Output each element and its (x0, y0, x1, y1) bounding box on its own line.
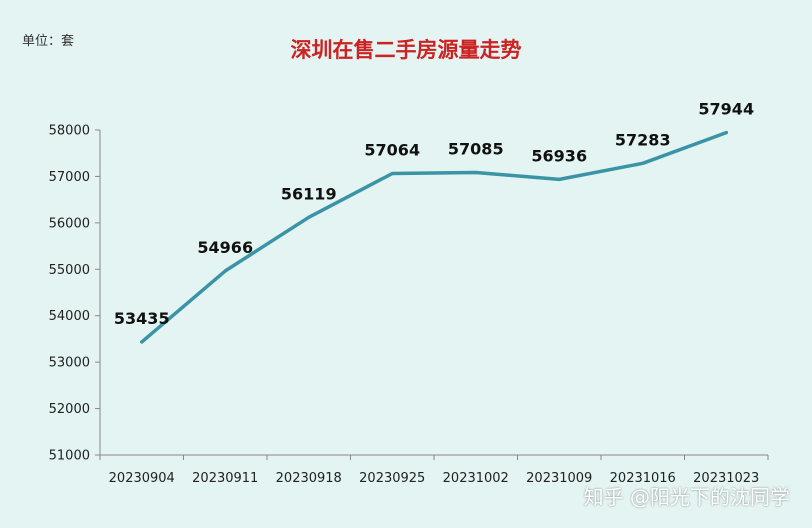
data-point (223, 269, 227, 273)
x-tick-label: 20231016 (610, 471, 676, 486)
data-label: 53435 (114, 309, 170, 328)
x-tick-label: 20230911 (192, 471, 258, 486)
x-tick-label: 20230918 (276, 471, 342, 486)
x-tick-label: 20230925 (359, 471, 425, 486)
y-tick-label: 55000 (49, 263, 90, 278)
data-point (140, 340, 144, 344)
x-tick-label: 20230904 (109, 471, 175, 486)
data-label: 57085 (448, 139, 504, 158)
data-point (390, 171, 394, 175)
data-point (307, 215, 311, 219)
data-point (474, 170, 478, 174)
x-tick-label: 20231023 (693, 471, 759, 486)
y-tick-label: 53000 (49, 356, 90, 371)
data-label: 56119 (281, 184, 337, 203)
watermark: 知乎 @阳光下的沈同学 (583, 485, 790, 509)
data-label: 56936 (531, 146, 587, 165)
data-point (557, 177, 561, 181)
x-tick-label: 20231002 (443, 471, 509, 486)
chart-title: 深圳在售二手房源量走势 (290, 37, 522, 62)
y-tick-label: 57000 (49, 170, 90, 185)
y-tick-label: 51000 (49, 449, 90, 464)
data-point (724, 131, 728, 135)
y-tick-label: 58000 (49, 124, 90, 139)
y-tick-label: 54000 (49, 309, 90, 324)
series-line (140, 130, 729, 344)
data-label: 54966 (197, 238, 253, 257)
data-label: 57064 (364, 140, 420, 159)
data-point (641, 161, 645, 165)
y-tick-label: 52000 (49, 402, 90, 417)
data-label: 57283 (615, 130, 671, 149)
data-label: 57944 (698, 100, 754, 119)
x-tick-label: 20231009 (526, 471, 592, 486)
unit-label: 单位：套 (22, 34, 75, 49)
y-tick-label: 56000 (49, 216, 90, 231)
